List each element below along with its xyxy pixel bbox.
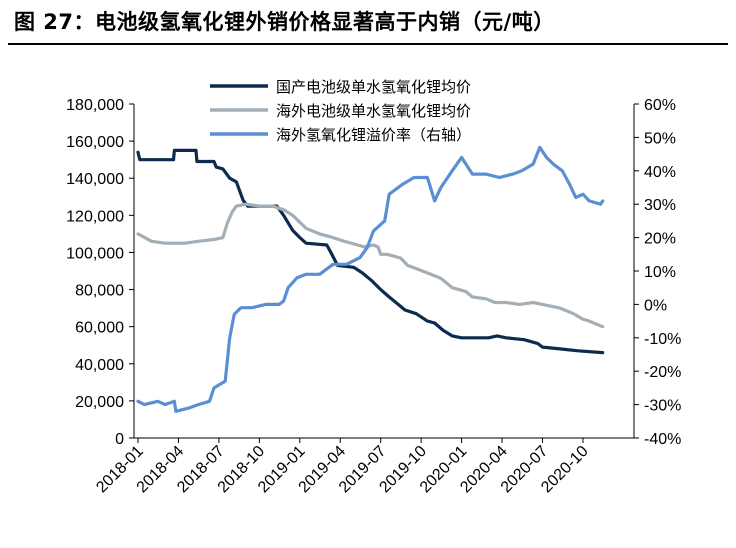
y-tick-label-right: -30% — [644, 398, 681, 415]
y-tick-label-left: 180,000 — [66, 97, 124, 114]
y-tick-label-right: 60% — [644, 97, 676, 114]
series-line-3 — [136, 145, 605, 413]
y-tick-label-right: 10% — [644, 264, 676, 281]
legend-label-3: 海外氢氧化锂溢价率（右轴） — [276, 126, 471, 144]
y-tick-label-left: 140,000 — [66, 171, 124, 188]
chart-axes — [129, 103, 639, 443]
series-line-1 — [136, 148, 605, 355]
y-tick-label-right: -10% — [644, 331, 681, 348]
y-tick-label-right: 40% — [644, 164, 676, 181]
y-tick-label-left: 60,000 — [75, 320, 124, 337]
y-tick-label-right: 50% — [644, 130, 676, 147]
series-line-2 — [136, 202, 605, 329]
y-tick-label-left: 20,000 — [75, 394, 124, 411]
y-tick-label-left: 0 — [115, 431, 124, 448]
y-tick-label-right: 20% — [644, 231, 676, 248]
title-rule — [8, 43, 728, 45]
y-tick-label-left: 100,000 — [66, 245, 124, 262]
y-tick-label-right: 30% — [644, 197, 676, 214]
y-tick-label-left: 80,000 — [75, 283, 124, 300]
y-tick-label-left: 160,000 — [66, 134, 124, 151]
legend-label-2: 海外电池级单水氢氧化锂均价 — [276, 102, 471, 120]
y-tick-label-right: 0% — [644, 297, 667, 314]
y-tick-label-right: -40% — [644, 431, 681, 448]
series-lines — [136, 145, 605, 413]
figure-title: 图 27：电池级氢氧化锂外销价格显著高于内销（元/吨） — [14, 10, 555, 34]
legend-label-1: 国产电池级单水氢氧化锂均价 — [276, 78, 471, 96]
y-tick-label-right: -20% — [644, 364, 681, 381]
tick-labels: 180,000 160,000 140,000 120,000 100,000 80,00… — [66, 97, 681, 496]
y-tick-label-left: 120,000 — [66, 208, 124, 225]
y-tick-label-left: 40,000 — [75, 357, 124, 374]
